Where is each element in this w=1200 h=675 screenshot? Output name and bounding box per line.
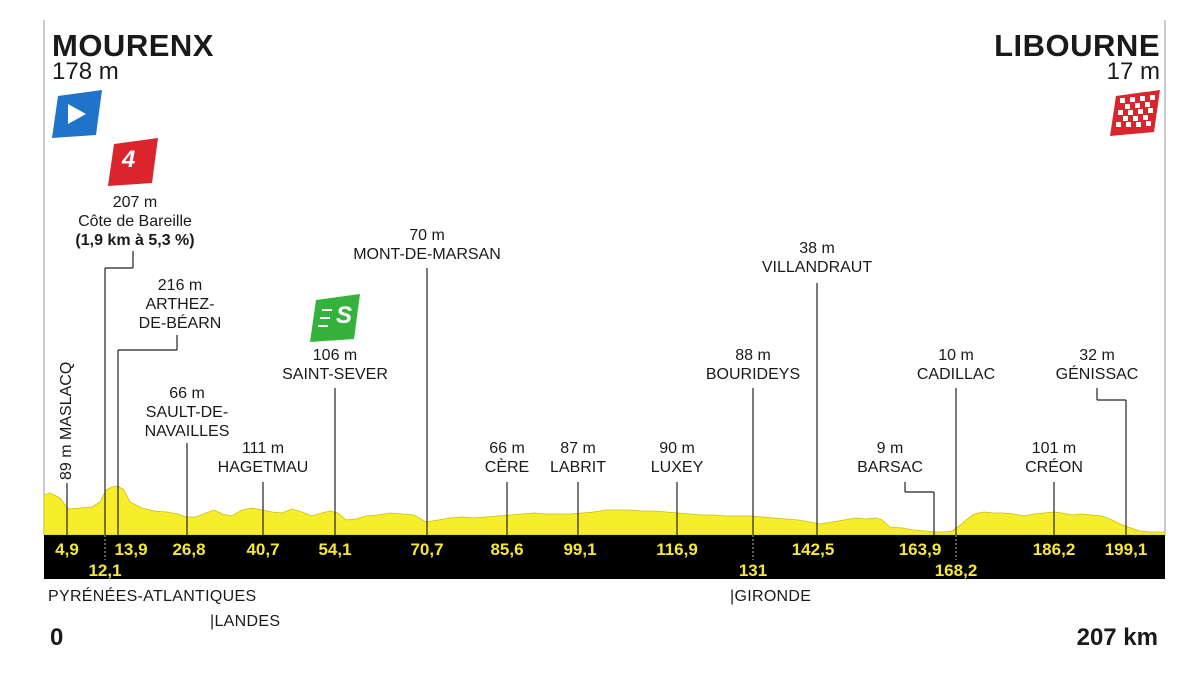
finish-flag-icon (1110, 90, 1160, 136)
km-marker: 142,5 (791, 540, 835, 559)
region-landes: |LANDES (210, 613, 281, 630)
point-altitude: 101 m (1031, 440, 1077, 457)
point-altitude: 111 m (241, 440, 285, 457)
elevation-profile (43, 485, 1166, 536)
km-marker: 54,1 (318, 540, 352, 559)
point-name-line2: NAVAILLES (144, 423, 230, 440)
start-city: MOURENX (52, 28, 214, 63)
point-label-sault: 66 m SAULT-DE- NAVAILLES (145, 384, 230, 441)
km-marker: 70,7 (410, 540, 444, 559)
km-marker: 99,1 (563, 540, 597, 559)
point-altitude: 70 m (409, 227, 445, 244)
point-label-arthez: 216 m ARTHEZ- DE-BÉARN (139, 276, 222, 333)
point-altitude: 90 m (659, 440, 695, 457)
distance-band (44, 535, 1165, 579)
point-name: CÈRE (484, 459, 530, 476)
km-marker: 40,7 (246, 540, 280, 559)
sprint-icon (310, 294, 360, 342)
axis-start: 0 (50, 624, 64, 651)
finish-altitude: 17 m (1106, 58, 1160, 85)
km-marker: 131 (738, 561, 768, 580)
km-marker: 199,1 (1104, 540, 1148, 559)
axis-end: 207 km (1076, 624, 1158, 651)
start-flag-icon (52, 90, 102, 138)
leader-lines (66, 251, 1127, 535)
point-label-villandraut: 38 m VILLANDRAUT (762, 239, 872, 277)
point-label-cadillac: 10 m CADILLAC (917, 346, 995, 384)
km-marker: 4,9 (55, 540, 79, 559)
point-label-luxey: 90 m LUXEY (651, 439, 703, 477)
km-marker: 186,2 (1032, 540, 1076, 559)
km-marker: 85,6 (490, 540, 524, 559)
point-name: CADILLAC (916, 366, 996, 383)
point-label-mont-de-marsan: 70 m MONT-DE-MARSAN (353, 226, 501, 264)
km-marker: 12,1 (88, 561, 122, 580)
sprint-letter: S (336, 302, 353, 329)
point-name: LUXEY (650, 459, 704, 476)
point-name: MONT-DE-MARSAN (353, 246, 501, 263)
km-marker: 26,8 (172, 540, 206, 559)
point-label-labrit: 87 m LABRIT (550, 439, 606, 477)
start-altitude: 178 m (52, 58, 119, 85)
point-label-hagetmau: 111 m HAGETMAU (218, 439, 309, 477)
point-label-genissac: 32 m GÉNISSAC (1056, 346, 1139, 384)
point-name: BOURIDEYS (705, 366, 801, 383)
point-name: HAGETMAU (217, 459, 309, 476)
point-label-bourideys: 88 m BOURIDEYS (706, 346, 800, 384)
point-name: MASLACQ (58, 361, 75, 440)
finish-city: LIBOURNE (994, 28, 1160, 63)
point-altitude: 10 m (938, 347, 974, 364)
region-gironde: |GIRONDE (730, 588, 812, 605)
point-name: SAINT-SEVER (282, 366, 388, 383)
point-label-cere: 66 m CÈRE (485, 439, 529, 477)
point-name: CRÉON (1025, 459, 1083, 476)
point-altitude: 32 m (1079, 347, 1115, 364)
point-altitude: 66 m (489, 440, 525, 457)
km-marker: 163,9 (898, 540, 942, 559)
point-label-saint-sever: 106 m SAINT-SEVER (282, 346, 388, 384)
km-marker: 116,9 (656, 540, 698, 559)
point-name: VILLANDRAUT (761, 259, 873, 276)
point-label-creon: 101 m CRÉON (1025, 439, 1083, 477)
point-name-line2: DE-BÉARN (138, 315, 222, 332)
km-marker: 168,2 (934, 561, 978, 580)
point-name: LABRIT (549, 459, 607, 476)
point-altitude: 87 m (560, 440, 596, 457)
climb-name: Côte de Bareille (78, 213, 192, 230)
point-altitude: 66 m (169, 385, 205, 402)
point-altitude: 106 m (312, 347, 358, 364)
point-altitude: 88 m (735, 347, 771, 364)
point-altitude: 9 m (876, 440, 904, 457)
km-marker: 13,9 (114, 540, 148, 559)
point-altitude: 89 m (58, 444, 75, 480)
point-name: GÉNISSAC (1055, 366, 1139, 383)
climb-altitude: 207 m (112, 194, 158, 211)
point-name: BARSAC (857, 459, 923, 476)
point-name-line1: SAULT-DE- (145, 404, 229, 421)
climb-detail: (1,9 km à 5,3 %) (75, 232, 195, 249)
band-dashes (104, 535, 957, 560)
climb-category-badge (108, 138, 158, 186)
region-pyrenees-atlantiques: PYRÉNÉES-ATLANTIQUES (48, 588, 257, 605)
point-altitude: 38 m (799, 240, 835, 257)
point-label-maslacq: 89 m MASLACQ (58, 362, 76, 480)
point-altitude: 216 m (157, 277, 203, 294)
climb-label: 207 m Côte de Bareille (1,9 km à 5,3 %) (75, 193, 194, 250)
region-gironde-label: GIRONDE (734, 588, 812, 605)
point-label-barsac: 9 m BARSAC (857, 439, 923, 477)
point-name-line1: ARTHEZ- (145, 296, 215, 313)
climb-category-number: 4 (122, 146, 136, 173)
region-landes-label: LANDES (214, 613, 281, 630)
